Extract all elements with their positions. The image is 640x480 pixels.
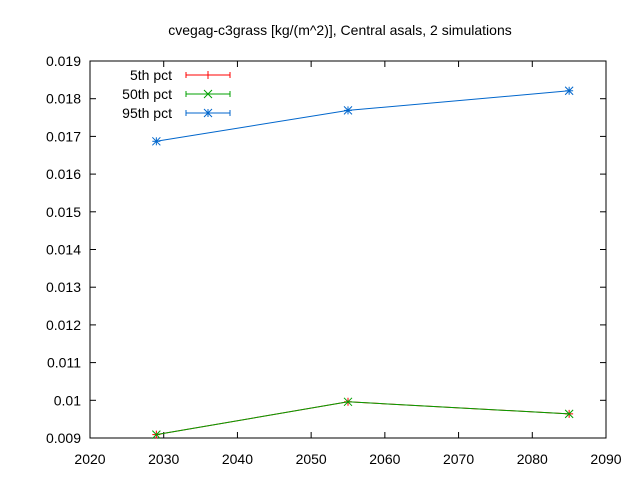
legend-label: 95th pct [122, 105, 172, 121]
y-tick-label: 0.017 [46, 128, 81, 144]
x-tick-label: 2050 [296, 451, 327, 467]
x-tick-label: 2030 [148, 451, 179, 467]
data-point [151, 136, 161, 146]
data-point [343, 397, 353, 407]
axes: 0.009 0.01 0.011 0.012 0.013 0.014 0.015 0.016 0… [46, 53, 622, 467]
legend-marker [203, 108, 213, 118]
y-tick-label: 0.01 [54, 392, 81, 408]
series-layer [151, 86, 574, 439]
x-tick-label: 2090 [590, 451, 621, 467]
series-line-1 [156, 401, 570, 436]
x-tick-label: 2020 [74, 451, 105, 467]
data-point [343, 106, 353, 115]
data-point [151, 430, 161, 439]
x-tick-label: 2070 [443, 451, 474, 467]
y-tick-label: 0.019 [46, 53, 81, 69]
series-line-2 [156, 401, 570, 436]
x-tick-label: 2040 [222, 451, 253, 467]
legend-label: 5th pct [130, 67, 172, 83]
legend-marker [203, 89, 213, 99]
y-tick-label: 0.016 [46, 166, 81, 182]
y-tick-label: 0.014 [46, 242, 81, 258]
y-tick-label: 0.015 [46, 204, 81, 220]
x-tick-label: 2060 [369, 451, 400, 467]
data-point [564, 409, 574, 419]
y-tick-label: 0.011 [47, 355, 81, 371]
y-tick-label: 0.009 [46, 430, 81, 446]
x-tick-label: 2080 [517, 451, 548, 467]
y-tick-label: 0.012 [46, 317, 81, 333]
y-tick-label: 0.013 [46, 279, 81, 295]
y-tick-label: 0.018 [46, 91, 81, 107]
legend: 5th pct 50th pct 95th pct [122, 67, 231, 121]
series-line-3 [156, 90, 570, 142]
legend-label: 50th pct [122, 86, 172, 102]
data-point [564, 86, 574, 96]
chart-title: cvegag-c3grass [kg/(m^2)], Central asals… [168, 22, 511, 38]
legend-marker [204, 71, 212, 79]
